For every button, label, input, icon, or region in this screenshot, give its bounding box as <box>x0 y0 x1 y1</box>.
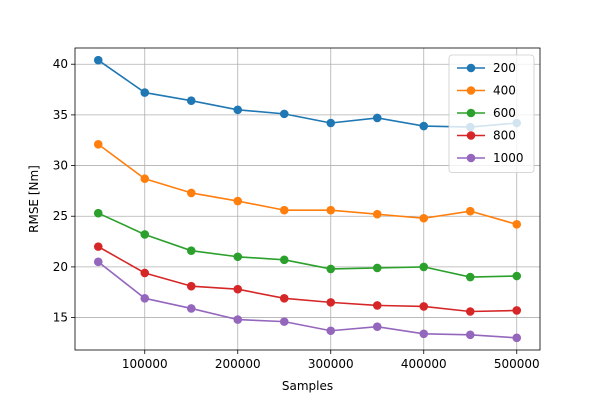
data-point <box>140 88 150 97</box>
legend-marker <box>466 131 476 140</box>
legend-label: 1000 <box>493 151 524 165</box>
data-point <box>326 205 336 215</box>
data-point <box>279 294 289 303</box>
data-point <box>372 209 382 219</box>
y-tick-label: 20 <box>53 260 68 274</box>
data-point <box>326 264 336 274</box>
series-400 <box>93 139 522 229</box>
x-tick-label: 200000 <box>215 357 261 371</box>
axis-ticks: 100000 200000 300000 400000 500000 15 20 25 30 35… <box>53 57 540 371</box>
data-point <box>233 284 243 294</box>
legend-label: 800 <box>493 129 516 143</box>
data-point <box>140 294 150 303</box>
series-line <box>97 59 517 128</box>
data-point <box>512 271 522 281</box>
data-point <box>372 301 382 310</box>
series-line <box>97 143 517 226</box>
data-point <box>233 252 243 262</box>
legend-marker <box>466 86 476 95</box>
y-tick-label: 25 <box>53 209 68 223</box>
data-point <box>465 206 475 216</box>
data-point <box>93 257 103 267</box>
data-point <box>186 281 196 291</box>
data-point <box>186 304 196 313</box>
legend-marker <box>466 153 476 163</box>
data-point <box>372 113 382 123</box>
y-axis-label: RMSE [Nm] <box>27 165 41 233</box>
data-point <box>186 96 196 105</box>
data-point <box>419 213 429 223</box>
data-point <box>93 139 103 149</box>
legend-item: 200 <box>457 61 516 75</box>
legend-box <box>448 54 535 173</box>
legend-label: 600 <box>493 106 516 120</box>
legend: 200 400 600 800 1000 <box>448 54 535 173</box>
x-tick-label: 500000 <box>494 357 540 371</box>
data-point <box>372 263 382 273</box>
plot-frame <box>74 47 541 351</box>
legend-item: 1000 <box>457 151 524 165</box>
data-point <box>233 196 243 206</box>
series-600 <box>93 208 522 282</box>
legend-marker <box>466 108 476 118</box>
data-point <box>140 174 150 184</box>
data-point <box>512 220 522 229</box>
data-point <box>419 329 429 339</box>
legend-label: 200 <box>493 61 516 75</box>
data-point <box>279 205 289 215</box>
data-point <box>140 230 150 239</box>
data-point <box>279 317 289 326</box>
series-line <box>97 261 517 339</box>
y-tick-label: 30 <box>53 159 68 173</box>
data-point <box>140 268 150 278</box>
data-point <box>186 188 196 198</box>
data-point <box>279 109 289 119</box>
data-point <box>326 118 336 128</box>
data-point <box>465 307 475 316</box>
x-tick-label: 100000 <box>122 357 168 371</box>
y-tick-label: 15 <box>53 311 68 325</box>
data-point <box>233 315 243 324</box>
data-point <box>419 302 429 311</box>
series-800 <box>93 242 522 316</box>
legend-label: 400 <box>493 84 516 98</box>
x-tick-label: 400000 <box>401 357 447 371</box>
x-tick-label: 300000 <box>308 357 354 371</box>
data-point <box>93 55 103 65</box>
data-point <box>419 262 429 272</box>
data-point <box>465 330 475 340</box>
data-point <box>512 333 522 343</box>
x-axis-label: Samples <box>282 379 333 393</box>
series-1000 <box>93 257 522 343</box>
data-point <box>93 242 103 251</box>
legend-item: 400 <box>457 84 516 98</box>
data-point <box>372 322 382 331</box>
data-point <box>419 121 429 131</box>
data-point <box>326 326 336 336</box>
data-point <box>326 298 336 307</box>
data-point <box>512 306 522 315</box>
series-line <box>97 212 517 278</box>
data-point <box>186 246 196 255</box>
y-tick-label: 40 <box>53 57 68 71</box>
series-line <box>97 245 517 313</box>
legend-item: 600 <box>457 106 516 120</box>
series-layer <box>93 55 522 343</box>
data-point <box>279 255 289 265</box>
legend-marker <box>466 63 476 73</box>
data-point <box>93 208 103 218</box>
data-point <box>465 272 475 282</box>
legend-item: 800 <box>457 129 516 143</box>
data-point <box>233 105 243 115</box>
y-tick-label: 35 <box>53 108 68 122</box>
